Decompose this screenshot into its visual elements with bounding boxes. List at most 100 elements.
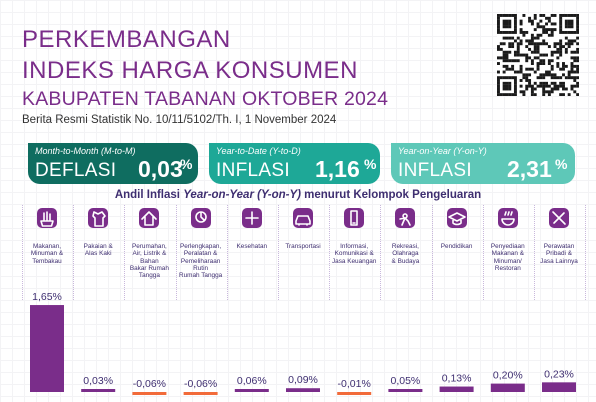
qr-module bbox=[542, 39, 546, 43]
qr-module bbox=[550, 53, 554, 57]
qr-module bbox=[539, 84, 543, 88]
qr-module bbox=[513, 93, 517, 96]
qr-module bbox=[525, 56, 529, 60]
qr-module bbox=[513, 87, 517, 91]
qr-module bbox=[497, 47, 500, 51]
qr-module bbox=[522, 33, 526, 37]
qr-module bbox=[547, 59, 551, 63]
qr-module bbox=[570, 76, 574, 80]
qr-module bbox=[573, 64, 577, 68]
card-label: Month-to-Month (M-to-M) bbox=[35, 146, 136, 156]
qr-module bbox=[522, 90, 526, 94]
qr-module bbox=[539, 81, 543, 85]
qr-module bbox=[528, 42, 532, 46]
qr-module bbox=[562, 87, 565, 91]
qr-module bbox=[499, 56, 503, 60]
qr-module bbox=[519, 64, 523, 68]
qr-module bbox=[553, 87, 557, 91]
qr-module bbox=[573, 50, 577, 54]
qr-module bbox=[525, 73, 529, 77]
card-value: 2,31 bbox=[507, 156, 552, 182]
qr-module bbox=[573, 14, 577, 17]
chart-title-part3: menurut Kelompok Pengeluaran bbox=[300, 189, 482, 201]
qr-module bbox=[497, 76, 500, 80]
qr-module bbox=[545, 22, 548, 26]
qr-module bbox=[556, 50, 560, 54]
data-label: 0,13% bbox=[442, 373, 472, 385]
card-year-on-year: Year-on-Year (Y-on-Y) INFLASI 2,31 % bbox=[391, 143, 575, 184]
qr-code[interactable] bbox=[497, 14, 579, 96]
qr-module bbox=[567, 42, 571, 46]
qr-module bbox=[502, 30, 506, 34]
qr-module bbox=[564, 76, 568, 80]
sports-icon bbox=[394, 207, 416, 229]
qr-module bbox=[519, 42, 523, 46]
qr-module bbox=[564, 50, 568, 54]
qr-module bbox=[528, 39, 532, 43]
qr-module bbox=[511, 30, 515, 34]
qr-module bbox=[576, 14, 579, 17]
qr-module bbox=[570, 67, 574, 71]
qr-module bbox=[505, 14, 509, 17]
qr-module bbox=[556, 62, 560, 65]
qr-module bbox=[525, 39, 529, 43]
qr-module bbox=[570, 39, 574, 43]
qr-module bbox=[576, 64, 579, 68]
qr-module bbox=[528, 16, 532, 20]
qr-module bbox=[553, 76, 557, 80]
category-label: Informasi, Komunikasi & Jasa Keuangan bbox=[331, 243, 377, 265]
qr-module bbox=[559, 42, 563, 46]
qr-module bbox=[550, 50, 554, 54]
qr-module bbox=[550, 90, 554, 94]
qr-module bbox=[542, 84, 546, 88]
qr-module bbox=[576, 59, 579, 63]
qr-module bbox=[499, 42, 503, 46]
qr-module bbox=[542, 42, 546, 46]
qr-module bbox=[530, 87, 534, 91]
qr-module bbox=[567, 73, 571, 77]
qr-module bbox=[497, 62, 500, 65]
qr-module bbox=[508, 25, 512, 29]
qr-module bbox=[567, 30, 571, 34]
data-label: -0,01% bbox=[338, 378, 371, 390]
qr-module bbox=[576, 16, 579, 20]
column-separator bbox=[73, 205, 75, 300]
qr-module bbox=[530, 90, 534, 94]
qr-module bbox=[536, 47, 540, 51]
category-label: Pakaian & Alas Kaki bbox=[83, 243, 113, 258]
qr-module bbox=[533, 42, 537, 46]
qr-module bbox=[556, 87, 560, 91]
qr-module bbox=[528, 67, 532, 71]
bar bbox=[337, 392, 372, 395]
category-label: Kesehatan bbox=[236, 243, 268, 250]
qr-module bbox=[522, 73, 526, 77]
qr-module bbox=[502, 25, 506, 29]
qr-module bbox=[522, 93, 526, 96]
qr-module bbox=[550, 81, 554, 85]
bar bbox=[542, 382, 576, 392]
column-separator bbox=[482, 205, 484, 300]
qr-module bbox=[562, 30, 565, 34]
qr-module bbox=[547, 33, 551, 37]
qr-module bbox=[562, 67, 565, 71]
qr-module bbox=[533, 47, 537, 51]
qr-module bbox=[519, 84, 523, 88]
bar bbox=[81, 389, 116, 392]
qr-module bbox=[519, 70, 523, 74]
qr-module bbox=[545, 81, 548, 85]
card-kind: DEFLASI bbox=[35, 160, 117, 181]
qr-module bbox=[545, 53, 548, 57]
qr-module bbox=[502, 50, 506, 54]
qr-module bbox=[536, 36, 540, 40]
qr-module bbox=[576, 25, 579, 29]
qr-module bbox=[502, 22, 506, 26]
qr-module bbox=[519, 22, 523, 26]
qr-module bbox=[497, 25, 500, 29]
qr-module bbox=[511, 76, 515, 80]
qr-module bbox=[516, 45, 520, 49]
qr-module bbox=[519, 67, 523, 71]
qr-module bbox=[513, 39, 517, 43]
qr-module bbox=[502, 64, 506, 68]
qr-module bbox=[564, 19, 568, 23]
